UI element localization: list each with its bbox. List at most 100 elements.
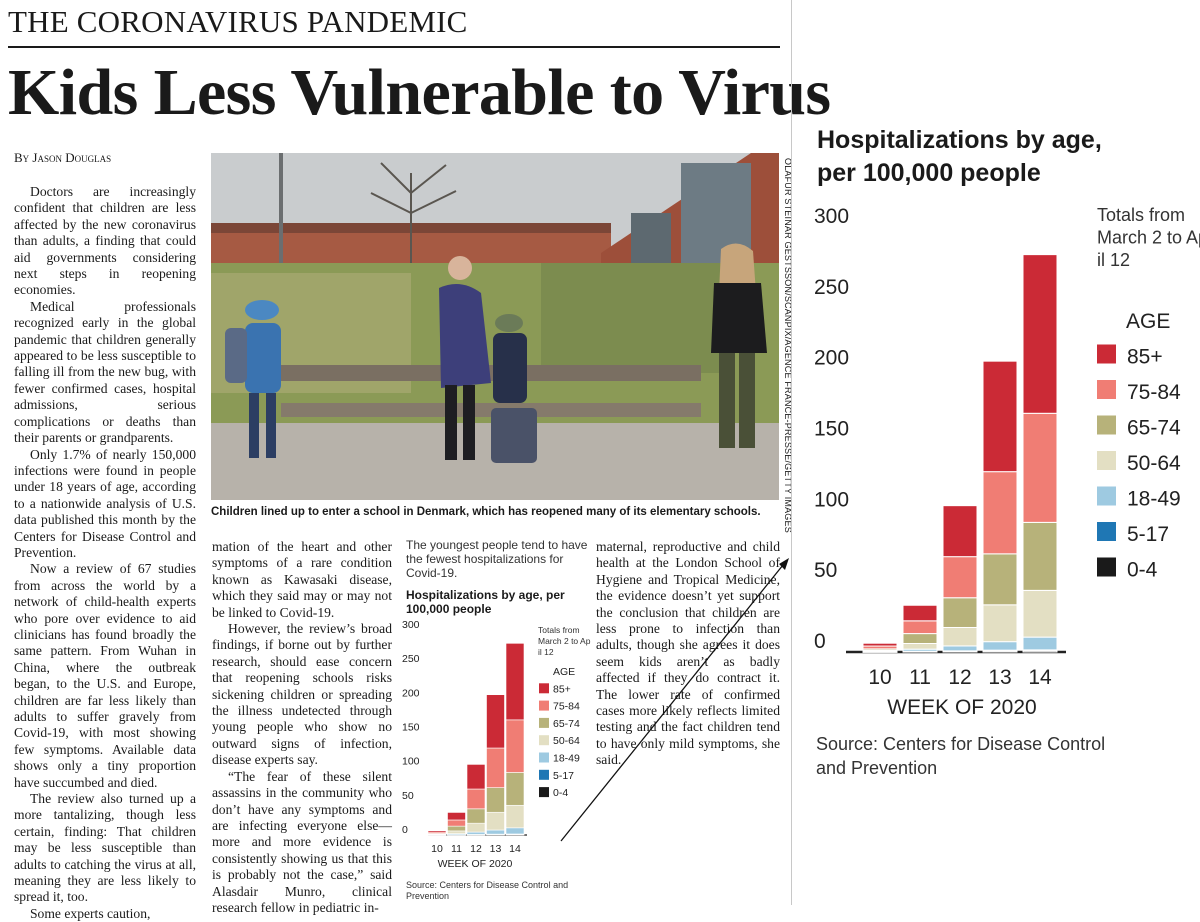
y-tick-label: 300 <box>814 205 849 228</box>
x-tick-label: 10 <box>868 666 891 689</box>
y-tick-label: 200 <box>814 347 849 370</box>
legend-label: 75-84 <box>553 701 580 713</box>
legend-label: 50-64 <box>553 735 580 747</box>
y-tick-label: 150 <box>814 418 849 441</box>
article-column-2: mation of the heart and other symptoms o… <box>212 539 392 916</box>
big-chart-title: Hospitalizations by age, per 100,000 peo… <box>817 126 1102 187</box>
x-axis-label: WEEK OF 2020 <box>887 696 1036 719</box>
bar-segment <box>982 553 1018 606</box>
bar-segment <box>466 764 486 790</box>
legend-label: 5-17 <box>1127 523 1169 546</box>
article-paragraph: mation of the heart and other symptoms o… <box>212 539 392 620</box>
bar-segment <box>505 772 525 806</box>
legend-label: 18-49 <box>1127 488 1181 511</box>
panel-divider <box>791 0 792 905</box>
bar-segment <box>902 620 938 635</box>
totals-note: March 2 to Ap <box>1097 228 1200 248</box>
article-paragraph: Some experts caution, <box>30 905 151 921</box>
bar-segment <box>486 694 505 749</box>
bar-segment <box>942 556 978 599</box>
bar-segment <box>447 812 466 821</box>
legend-swatch <box>1097 451 1116 470</box>
legend-label: 18-49 <box>553 753 580 765</box>
legend-swatch <box>1097 344 1116 364</box>
bar-segment <box>942 505 978 558</box>
article-paragraph: Now a review of 67 studies from across t… <box>14 561 196 790</box>
legend-swatch <box>1097 380 1116 399</box>
legend-swatch <box>1097 415 1116 435</box>
article-paragraph: Doctors are increasingly confident that … <box>14 184 196 298</box>
bar-segment <box>942 645 978 652</box>
x-tick-label: 11 <box>909 666 931 689</box>
legend-swatch <box>1097 557 1116 577</box>
legend-label: 0-4 <box>553 787 568 799</box>
headline: Kids Less Vulnerable to Virus <box>8 56 831 129</box>
bar-segment <box>982 604 1018 643</box>
y-tick-label: 250 <box>402 653 420 665</box>
legend-label: 0-4 <box>1127 559 1158 582</box>
bar-segment <box>1022 254 1058 414</box>
y-tick-label: 100 <box>814 488 849 511</box>
zoom-arrow <box>560 558 789 842</box>
article-column-1: Doctors are increasingly confident that … <box>14 184 196 922</box>
legend-label: 50-64 <box>1127 452 1181 475</box>
legend-swatch <box>539 769 549 780</box>
x-tick-label: 12 <box>470 843 482 855</box>
legend-label: 65-74 <box>1127 417 1181 440</box>
bar-segment <box>862 642 898 647</box>
y-tick-label: 50 <box>402 790 414 802</box>
article-paragraph: “The fear of these silent assassins in t… <box>212 768 392 915</box>
x-tick-label: 12 <box>948 666 971 689</box>
legend-label: 75-84 <box>1127 381 1181 404</box>
bar-segment <box>447 830 466 834</box>
legend-label: 65-74 <box>553 718 580 730</box>
y-tick-label: 200 <box>402 687 420 699</box>
legend-label: 85+ <box>553 683 571 695</box>
bar-segment <box>942 626 978 647</box>
bar-segment <box>466 808 486 824</box>
totals-note: Totals from <box>538 625 580 635</box>
legend-swatch <box>539 752 549 763</box>
legend-swatch <box>1097 486 1116 506</box>
bar-segment <box>447 825 466 832</box>
bar-segment <box>1022 521 1058 591</box>
x-tick-label: 10 <box>431 843 443 855</box>
y-tick-label: 0 <box>814 630 826 653</box>
bar-segment <box>982 360 1018 473</box>
small-chart-source: Source: Centers for Disease Control and … <box>406 880 569 901</box>
photo-caption: Children lined up to enter a school in D… <box>211 506 761 518</box>
bar-segment <box>486 747 505 788</box>
article-paragraph: Medical professionals recognized early i… <box>14 298 196 446</box>
small-chart-intro: The youngest people tend to have the few… <box>406 538 588 580</box>
bar-segment <box>486 811 505 831</box>
bar-segment <box>1022 589 1058 638</box>
bar-segment <box>486 829 505 835</box>
totals-note: Totals from <box>1097 205 1185 225</box>
article-photo <box>211 153 779 500</box>
section-header: THE CORONAVIRUS PANDEMIC <box>8 4 468 39</box>
bar-segment <box>447 819 466 827</box>
x-tick-label: 13 <box>988 666 1011 689</box>
y-tick-label: 50 <box>814 559 837 582</box>
x-axis-label: WEEK OF 2020 <box>438 858 513 870</box>
bar-segment <box>486 787 505 813</box>
totals-note: il 12 <box>538 647 554 657</box>
legend-swatch <box>539 735 549 746</box>
bar-segment <box>942 597 978 628</box>
bar-segment <box>902 643 938 650</box>
bar-segment <box>427 830 447 833</box>
bar-segment <box>505 643 525 721</box>
y-tick-label: 0 <box>402 824 408 836</box>
bar-segment <box>1022 636 1058 651</box>
article-column-3: maternal, reproductive and child health … <box>596 539 780 769</box>
legend-swatch <box>539 787 549 798</box>
y-tick-label: 150 <box>402 722 420 734</box>
bar-segment <box>902 633 938 645</box>
legend-label: 85+ <box>1127 346 1163 369</box>
bar-segment <box>466 822 486 833</box>
small-chart: 0 50 100 150 200 250 300 10 11 12 13 14 WEEK OF 2020… <box>402 619 591 870</box>
article-paragraph: Only 1.7% of nearly 150,000 infections w… <box>14 446 196 560</box>
article-paragraph: maternal, reproductive and child health … <box>596 539 780 768</box>
big-chart: 0 50 100 150 200 250 300 10 11 12 13 14 WEEK OF 2020… <box>814 205 1200 719</box>
bar-segment <box>982 471 1018 555</box>
